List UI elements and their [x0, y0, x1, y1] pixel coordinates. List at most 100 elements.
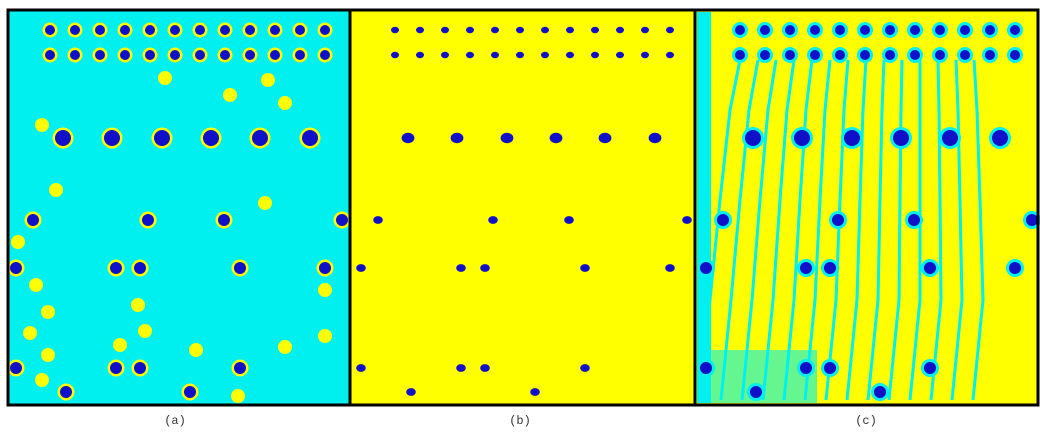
- hole: [985, 50, 995, 60]
- hole: [835, 50, 845, 60]
- hole: [218, 214, 230, 226]
- hole: [451, 133, 464, 143]
- hole: [270, 50, 280, 60]
- hole: [666, 52, 674, 59]
- hole: [336, 214, 348, 226]
- hole: [908, 214, 920, 226]
- hole: [760, 25, 770, 35]
- hole: [910, 50, 920, 60]
- hole: [110, 262, 122, 274]
- hole: [195, 50, 205, 60]
- hole: [745, 130, 761, 146]
- hole: [373, 216, 383, 224]
- yellow-region: [261, 73, 275, 87]
- hole: [992, 130, 1008, 146]
- hole: [441, 27, 449, 34]
- hole: [910, 25, 920, 35]
- hole: [441, 52, 449, 59]
- hole: [550, 133, 563, 143]
- yellow-region: [41, 305, 55, 319]
- yellow-region: [318, 283, 332, 297]
- hole: [960, 25, 970, 35]
- hole: [750, 386, 762, 398]
- hole: [501, 133, 514, 143]
- hole: [406, 388, 416, 396]
- hole: [844, 130, 860, 146]
- hole: [195, 25, 205, 35]
- hole: [45, 50, 55, 60]
- hole: [466, 52, 474, 59]
- figure: (a) (b) (c): [0, 0, 1040, 433]
- yellow-region: [23, 326, 37, 340]
- panel-label: (a): [164, 414, 186, 428]
- hole: [641, 27, 649, 34]
- hole: [320, 25, 330, 35]
- panel-b-image: [350, 10, 695, 405]
- hole: [466, 27, 474, 34]
- hole: [234, 262, 246, 274]
- hole: [245, 50, 255, 60]
- hole: [391, 27, 399, 34]
- hole: [580, 264, 590, 272]
- hole: [60, 386, 72, 398]
- hole: [717, 214, 729, 226]
- hole: [170, 50, 180, 60]
- hole: [145, 50, 155, 60]
- panel-a-image: [8, 10, 351, 405]
- hole: [491, 52, 499, 59]
- hole: [735, 25, 745, 35]
- hole: [641, 52, 649, 59]
- hole: [800, 262, 812, 274]
- hole: [10, 362, 22, 374]
- yellow-region: [223, 88, 237, 102]
- hole: [516, 27, 524, 34]
- hole: [735, 50, 745, 60]
- hole: [134, 262, 146, 274]
- yellow-region: [35, 118, 49, 132]
- hole: [356, 264, 366, 272]
- hole: [566, 52, 574, 59]
- hole: [104, 130, 120, 146]
- hole: [456, 364, 466, 372]
- hole: [1010, 50, 1020, 60]
- hole: [402, 133, 415, 143]
- hole: [960, 50, 970, 60]
- hole: [45, 25, 55, 35]
- hole: [824, 262, 836, 274]
- hole: [566, 27, 574, 34]
- yellow-region: [278, 96, 292, 110]
- background: [350, 10, 695, 405]
- hole: [885, 25, 895, 35]
- hole: [120, 50, 130, 60]
- hole: [760, 50, 770, 60]
- hole: [416, 27, 424, 34]
- hole: [924, 262, 936, 274]
- hole: [416, 52, 424, 59]
- hole: [270, 25, 280, 35]
- hole: [220, 50, 230, 60]
- background: [8, 10, 350, 405]
- hole: [591, 27, 599, 34]
- panel-label: (c): [855, 414, 877, 428]
- hole: [885, 50, 895, 60]
- hole: [700, 262, 712, 274]
- hole: [785, 50, 795, 60]
- hole: [1009, 262, 1021, 274]
- hole: [794, 130, 810, 146]
- hole: [456, 264, 466, 272]
- yellow-region: [49, 183, 63, 197]
- hole: [319, 262, 331, 274]
- hole: [580, 364, 590, 372]
- yellow-region: [189, 343, 203, 357]
- hole: [70, 50, 80, 60]
- yellow-region: [29, 278, 43, 292]
- hole: [145, 25, 155, 35]
- hole: [184, 386, 196, 398]
- hole: [491, 27, 499, 34]
- hole: [154, 130, 170, 146]
- hole: [516, 52, 524, 59]
- hole: [924, 362, 936, 374]
- hole: [541, 52, 549, 59]
- hole: [95, 50, 105, 60]
- yellow-region: [318, 329, 332, 343]
